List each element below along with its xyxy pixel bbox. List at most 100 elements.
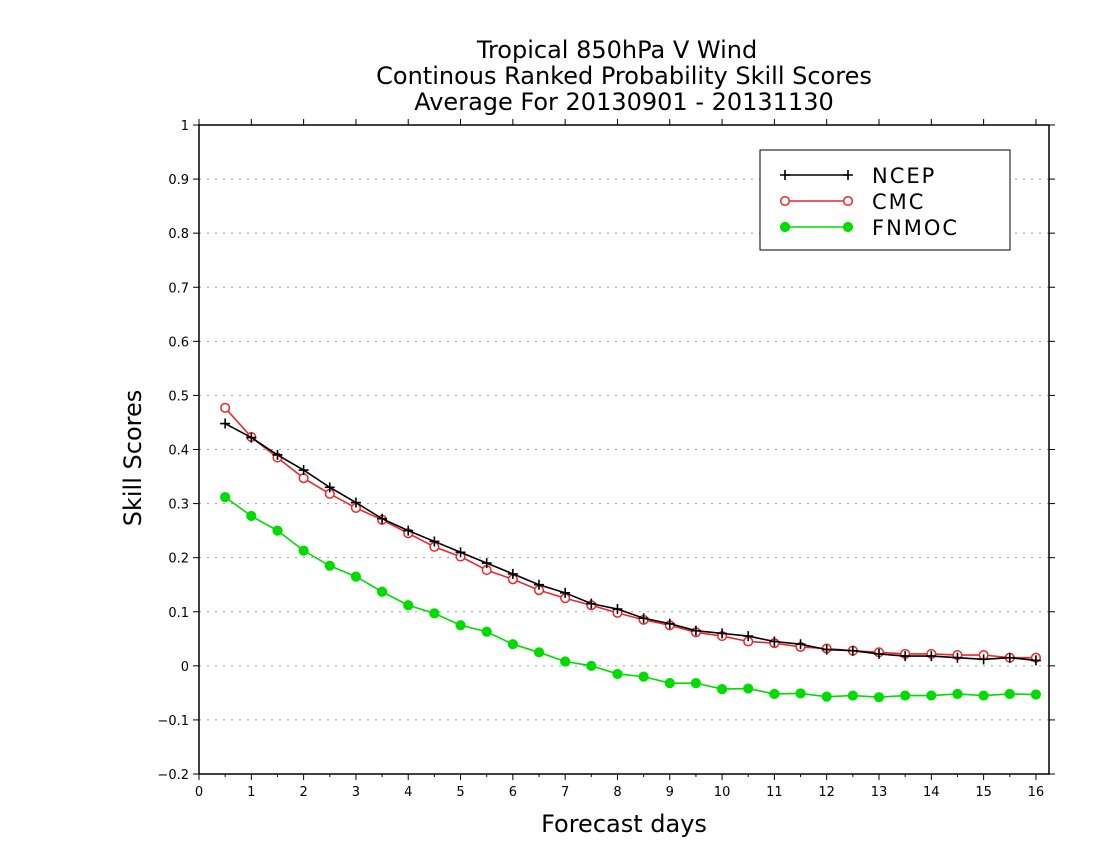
- y-tick-label: 0.8: [168, 227, 189, 242]
- y-tick-label: 0.2: [168, 552, 189, 567]
- plus-marker: [350, 497, 361, 508]
- plus-marker: [638, 613, 649, 624]
- chart-title-line-3: Average For 20130901 - 20131130: [414, 88, 834, 116]
- x-tick-label: 14: [923, 785, 940, 800]
- legend-item-ncep: NCEP: [780, 164, 936, 188]
- filled-circle-marker: [298, 545, 309, 556]
- filled-circle-marker: [481, 626, 492, 637]
- y-tick-label: 0.3: [168, 498, 189, 513]
- plus-marker: [978, 654, 989, 665]
- filled-circle-marker: [560, 656, 571, 667]
- plus-marker: [586, 598, 597, 609]
- plus-marker: [429, 536, 440, 547]
- filled-circle-marker: [821, 691, 832, 702]
- filled-circle-marker: [586, 660, 597, 671]
- x-tick-label: 3: [352, 785, 360, 800]
- filled-circle-marker: [429, 608, 440, 619]
- filled-circle-marker: [376, 586, 388, 597]
- filled-circle-marker: [743, 683, 754, 694]
- filled-circle-marker: [952, 688, 963, 700]
- grid-lines: [199, 178, 1049, 721]
- series-cmc: [220, 402, 1041, 663]
- legend-label-fnmoc: FNMOC: [872, 216, 959, 240]
- series-line-cmc: [224, 407, 1036, 659]
- plus-marker: [780, 170, 790, 180]
- x-tick-label: 12: [818, 785, 835, 800]
- plus-marker: [717, 628, 728, 639]
- y-tick-label: 0: [181, 660, 189, 675]
- plus-marker: [743, 631, 754, 642]
- chart-title-line-2: Continous Ranked Probability Skill Score…: [376, 62, 872, 90]
- y-tick-label: 1: [181, 119, 189, 134]
- series-fnmoc: [220, 491, 1042, 703]
- filled-circle-marker: [873, 692, 885, 703]
- filled-circle-marker: [246, 510, 257, 522]
- plus-marker: [455, 547, 466, 558]
- filled-circle-marker: [1030, 689, 1042, 700]
- filled-circle-marker: [716, 683, 728, 695]
- legend-item-fnmoc: FNMOC: [779, 216, 959, 240]
- x-tick-label: 8: [613, 785, 621, 800]
- filled-circle-marker: [842, 221, 854, 233]
- filled-circle-marker: [926, 690, 937, 701]
- x-tick-label: 15: [975, 785, 992, 800]
- plus-marker: [690, 625, 701, 636]
- filled-circle-marker: [612, 668, 623, 680]
- plus-marker: [507, 568, 518, 579]
- plus-marker: [900, 651, 911, 662]
- plus-marker: [612, 604, 623, 615]
- plus-marker: [220, 418, 231, 429]
- filled-circle-marker: [978, 690, 989, 701]
- plus-marker: [560, 587, 571, 598]
- chart-title: Tropical 850hPa V Wind Continous Ranked …: [376, 36, 872, 116]
- filled-circle-marker: [455, 620, 466, 631]
- filled-circle-marker: [847, 690, 858, 701]
- axis-ticks: −0.2−0.100.10.20.30.40.50.60.70.80.910 1 2…: [157, 119, 1055, 800]
- filled-circle-marker: [403, 600, 414, 611]
- y-tick-label: 0.4: [168, 444, 189, 459]
- legend-label-ncep: NCEP: [872, 164, 936, 188]
- legend-box: [759, 149, 1011, 251]
- plus-marker: [843, 170, 853, 180]
- x-tick-label: 7: [561, 785, 569, 800]
- plus-marker: [952, 652, 963, 663]
- x-tick-label: 0: [195, 785, 203, 800]
- plus-marker: [246, 432, 257, 443]
- plus-marker: [847, 645, 858, 656]
- filled-circle-marker: [324, 560, 335, 571]
- y-tick-label: 0.5: [168, 389, 189, 404]
- open-circle-marker: [220, 402, 231, 413]
- open-circle-marker: [298, 473, 309, 484]
- plus-marker: [769, 636, 780, 647]
- plus-marker: [298, 465, 309, 476]
- filled-circle-marker: [769, 688, 780, 700]
- filled-circle-marker: [779, 221, 791, 233]
- filled-circle-marker: [900, 690, 911, 701]
- series-ncep: [220, 418, 1041, 666]
- plus-marker: [1004, 652, 1015, 663]
- x-tick-label: 10: [714, 785, 731, 800]
- plus-marker: [534, 579, 544, 590]
- filled-circle-marker: [272, 525, 283, 536]
- legend-label-cmc: CMC: [872, 190, 925, 214]
- x-tick-label: 2: [299, 785, 307, 800]
- y-axis-title: Skill Scores: [119, 390, 147, 527]
- open-circle-marker: [779, 195, 791, 207]
- y-tick-label: −0.1: [157, 714, 189, 729]
- y-tick-label: 0.7: [168, 281, 189, 296]
- plus-marker: [664, 618, 675, 629]
- filled-circle-marker: [638, 671, 649, 682]
- filled-circle-marker: [533, 647, 545, 658]
- y-tick-label: −0.2: [157, 768, 189, 783]
- plus-marker: [1030, 655, 1041, 666]
- plus-marker: [874, 648, 884, 659]
- filled-circle-marker: [350, 571, 362, 582]
- plus-marker: [377, 513, 388, 524]
- chart-title-line-1: Tropical 850hPa V Wind: [476, 36, 757, 64]
- filled-circle-marker: [507, 639, 518, 650]
- plot-frame: [198, 124, 1050, 775]
- plus-marker: [926, 651, 937, 662]
- x-tick-label: 13: [871, 785, 888, 800]
- plus-marker: [821, 644, 832, 655]
